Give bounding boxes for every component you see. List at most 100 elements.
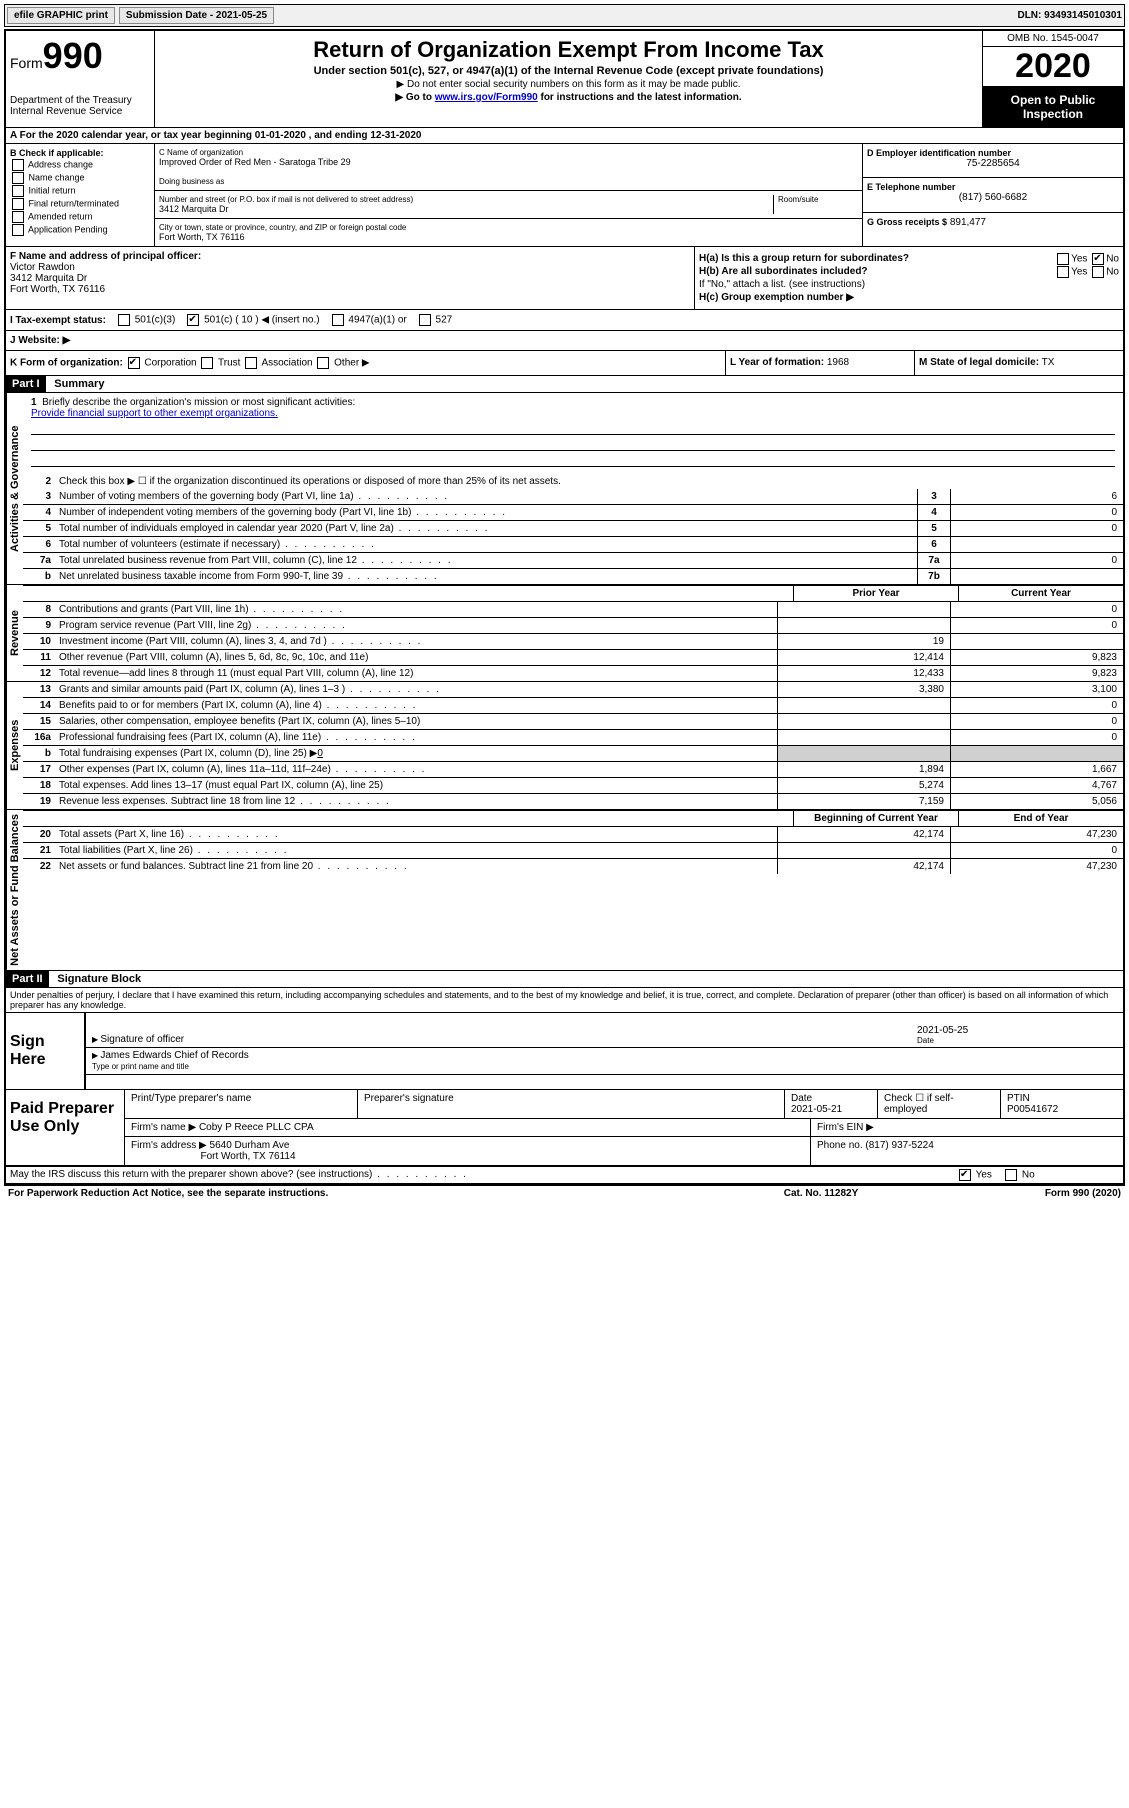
l13-text: Grants and similar amounts paid (Part IX… xyxy=(55,682,777,697)
l17-text: Other expenses (Part IX, column (A), lin… xyxy=(55,762,777,777)
chk-initial-return[interactable]: Initial return xyxy=(10,185,150,197)
l5-val: 0 xyxy=(950,521,1123,536)
ts-501c3[interactable]: 501(c)(3) xyxy=(135,315,176,326)
part1-badge: Part I xyxy=(6,376,46,392)
l16a-curr: 0 xyxy=(950,730,1123,745)
l12-text: Total revenue—add lines 8 through 11 (mu… xyxy=(55,666,777,681)
k-other[interactable]: Other ▶ xyxy=(334,358,369,369)
sig-date-label: Date xyxy=(917,1036,1117,1045)
discuss-no[interactable]: No xyxy=(1022,1169,1035,1180)
ein-value: 75-2285654 xyxy=(867,158,1119,169)
k-assoc[interactable]: Association xyxy=(261,358,312,369)
org-city: Fort Worth, TX 76116 xyxy=(159,232,858,242)
discuss-row: May the IRS discuss this return with the… xyxy=(6,1166,1123,1184)
sig-name-title: James Edwards Chief of Records xyxy=(100,1050,248,1061)
ts-4947[interactable]: 4947(a)(1) or xyxy=(348,315,406,326)
form-container: Form990 Department of the Treasury Inter… xyxy=(4,29,1125,1186)
l10-text: Investment income (Part VIII, column (A)… xyxy=(55,634,777,649)
chk-final-return[interactable]: Final return/terminated xyxy=(10,198,150,210)
column-c-org-info: C Name of organization Improved Order of… xyxy=(155,144,863,246)
instructions-link[interactable]: www.irs.gov/Form990 xyxy=(435,92,538,103)
l6-text: Total number of volunteers (estimate if … xyxy=(55,537,917,552)
part2-title: Signature Block xyxy=(51,971,147,987)
l7a-val: 0 xyxy=(950,553,1123,568)
ts-501c[interactable]: 501(c) ( 10 ) ◀ (insert no.) xyxy=(204,315,320,326)
f-label: F Name and address of principal officer: xyxy=(10,251,690,262)
l19-text: Revenue less expenses. Subtract line 18 … xyxy=(55,794,777,809)
discuss-yes[interactable]: Yes xyxy=(976,1169,992,1180)
i-label: I Tax-exempt status: xyxy=(10,315,106,326)
submission-date-button[interactable]: Submission Date - 2021-05-25 xyxy=(119,7,274,24)
chk-application-pending[interactable]: Application Pending xyxy=(10,224,150,236)
print-name-label: Print/Type preparer's name xyxy=(125,1090,358,1118)
l2-text: Check this box ▶ ☐ if the organization d… xyxy=(55,474,1123,489)
hc-label: H(c) Group exemption number ▶ xyxy=(699,292,1119,303)
officer-city: Fort Worth, TX 76116 xyxy=(10,284,690,295)
chk-address-change[interactable]: Address change xyxy=(10,159,150,171)
l16a-prior xyxy=(777,730,950,745)
column-de: D Employer identification number 75-2285… xyxy=(863,144,1123,246)
side-governance: Activities & Governance xyxy=(6,393,23,584)
side-expenses: Expenses xyxy=(6,682,23,809)
efile-print-button[interactable]: efile GRAPHIC print xyxy=(7,7,115,24)
column-f-officer: F Name and address of principal officer:… xyxy=(6,247,695,309)
discuss-text: May the IRS discuss this return with the… xyxy=(6,1167,951,1183)
hb-yes[interactable]: Yes xyxy=(1071,267,1087,278)
block-net-assets: Net Assets or Fund Balances Beginning of… xyxy=(6,809,1123,970)
ha-no[interactable]: No xyxy=(1106,254,1119,265)
column-h-group: H(a) Is this a group return for subordin… xyxy=(695,247,1123,309)
l1-label: Briefly describe the organization's miss… xyxy=(42,397,355,408)
goto-prefix: ▶ Go to xyxy=(395,92,434,103)
ts-527[interactable]: 527 xyxy=(436,315,453,326)
goto-suffix: for instructions and the latest informat… xyxy=(538,92,742,103)
officer-name: Victor Rawdon xyxy=(10,262,690,273)
ha-yes[interactable]: Yes xyxy=(1071,254,1087,265)
self-employed-check[interactable]: Check ☐ if self-employed xyxy=(878,1090,1001,1118)
m-label: M State of legal domicile: xyxy=(919,357,1039,368)
l14-curr: 0 xyxy=(950,698,1123,713)
form-subtitle: Under section 501(c), 527, or 4947(a)(1)… xyxy=(159,65,978,77)
sig-date-value: 2021-05-25 xyxy=(917,1025,1117,1036)
l15-curr: 0 xyxy=(950,714,1123,729)
l5-text: Total number of individuals employed in … xyxy=(55,521,917,536)
firm-addr2: Fort Worth, TX 76114 xyxy=(200,1151,295,1162)
l22-text: Net assets or fund balances. Subtract li… xyxy=(55,859,777,874)
mission-text-link[interactable]: Provide financial support to other exemp… xyxy=(31,408,278,419)
form-title: Return of Organization Exempt From Incom… xyxy=(159,37,978,63)
column-b-checkboxes: B Check if applicable: Address change Na… xyxy=(6,144,155,246)
hb-no[interactable]: No xyxy=(1106,267,1119,278)
ptin-value: P00541672 xyxy=(1007,1104,1058,1115)
l8-curr: 0 xyxy=(950,602,1123,617)
c-name-label: C Name of organization xyxy=(159,148,858,157)
chk-amended-return[interactable]: Amended return xyxy=(10,211,150,223)
l13-curr: 3,100 xyxy=(950,682,1123,697)
l14-text: Benefits paid to or for members (Part IX… xyxy=(55,698,777,713)
l19-curr: 5,056 xyxy=(950,794,1123,809)
l21-prior xyxy=(777,843,950,858)
l11-text: Other revenue (Part VIII, column (A), li… xyxy=(55,650,777,665)
page-footer: For Paperwork Reduction Act Notice, see … xyxy=(4,1186,1125,1201)
part1-header-row: Part I Summary xyxy=(6,376,1123,393)
omb-number: OMB No. 1545-0047 xyxy=(983,31,1123,47)
k-corp[interactable]: Corporation xyxy=(144,358,196,369)
footer-right: Form 990 (2020) xyxy=(921,1188,1121,1199)
l8-prior xyxy=(777,602,950,617)
ha-label: H(a) Is this a group return for subordin… xyxy=(699,253,909,264)
open-public-badge: Open to Public Inspection xyxy=(983,87,1123,127)
org-street: 3412 Marquita Dr xyxy=(159,204,773,214)
block-revenue: Revenue Prior Year Current Year 8 Contri… xyxy=(6,584,1123,681)
firm-phone-label: Phone no. xyxy=(817,1140,863,1151)
row-a-tax-year: A For the 2020 calendar year, or tax yea… xyxy=(6,128,1123,144)
e-phone-label: E Telephone number xyxy=(867,182,1119,192)
k-trust[interactable]: Trust xyxy=(218,358,240,369)
firm-ein-label: Firm's EIN ▶ xyxy=(811,1119,1123,1136)
chk-name-change[interactable]: Name change xyxy=(10,172,150,184)
sig-type-label: Type or print name and title xyxy=(92,1062,189,1071)
phone-value: (817) 560-6682 xyxy=(867,192,1119,203)
form-number: 990 xyxy=(43,35,103,76)
row-klm: K Form of organization: Corporation Trus… xyxy=(6,351,1123,376)
firm-addr1: 5640 Durham Ave xyxy=(210,1140,290,1151)
firm-name-value: Coby P Reece PLLC CPA xyxy=(199,1122,314,1133)
instructions-line: ▶ Go to www.irs.gov/Form990 for instruct… xyxy=(159,92,978,103)
form-label: Form xyxy=(10,55,43,71)
